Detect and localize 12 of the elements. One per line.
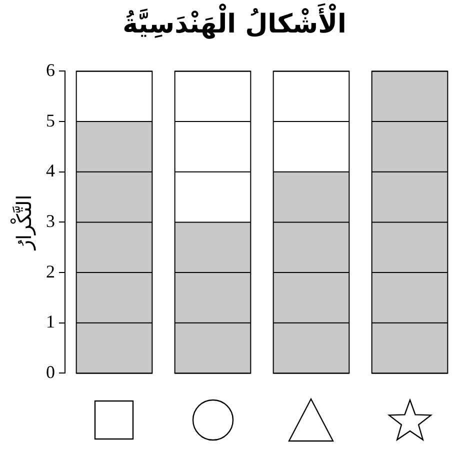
y-tick-label: 1 <box>46 312 55 332</box>
y-tick-label: 5 <box>46 110 55 130</box>
y-tick-label: 6 <box>46 60 55 80</box>
y-tick-label: 4 <box>46 160 55 181</box>
y-tick-label: 3 <box>46 210 55 231</box>
chart-title: الْأَشْكالُ الْهَنْدَسِيَّةُ <box>122 2 346 40</box>
y-tick-label: 0 <box>46 362 55 382</box>
bar <box>273 172 350 373</box>
bar <box>76 122 152 373</box>
y-axis-title: التَّكْرارُ <box>10 194 36 251</box>
y-tick-label: 2 <box>46 261 55 282</box>
bar <box>174 222 251 373</box>
